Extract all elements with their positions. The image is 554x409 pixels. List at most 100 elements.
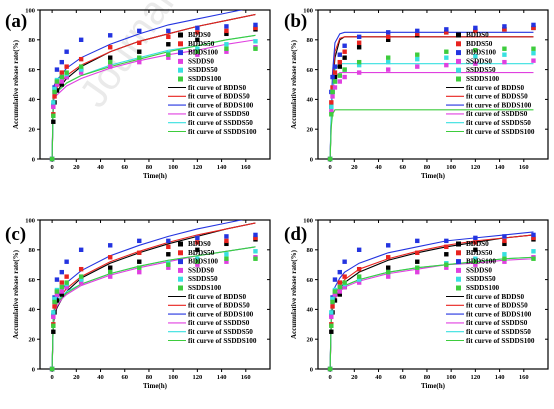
data-point-ssdds50 — [78, 67, 84, 72]
y-tick-label: 100 — [303, 7, 313, 14]
data-point-bdds50 — [332, 70, 338, 75]
legend-label: BDDS100 — [466, 49, 496, 57]
data-point-ssdds0 — [137, 59, 142, 65]
data-point-ssdds50 — [473, 53, 478, 59]
data-point-bdds0 — [337, 64, 342, 69]
data-point-ssdds100 — [59, 74, 64, 80]
data-point-bdds100 — [78, 247, 84, 252]
data-point-bdds0 — [108, 55, 113, 60]
data-point-bdds50 — [195, 240, 200, 245]
data-point-bdds100 — [342, 43, 347, 48]
data-point-bdds0 — [415, 259, 420, 264]
legend-label: fit curve of BDDS50 — [188, 302, 250, 310]
data-point-ssdds100 — [444, 262, 449, 267]
data-point-bdds100 — [473, 25, 478, 31]
x-tick-label: 40 — [97, 374, 104, 381]
data-point-bdds100 — [332, 64, 338, 69]
data-point-bdds0 — [195, 247, 200, 252]
data-point-bdds50 — [59, 70, 64, 75]
y-tick-label: 80 — [29, 37, 36, 44]
x-tick-label: 20 — [73, 164, 80, 171]
data-point-bdds100 — [332, 277, 338, 282]
x-tick-label: 140 — [217, 374, 227, 381]
legend-label: SSDDS50 — [188, 66, 218, 74]
data-point-ssdds0 — [415, 64, 420, 69]
x-tick-label: 60 — [399, 164, 406, 171]
legend-label: SSDDS50 — [466, 275, 496, 283]
chart-panel-3: (c)0 20 40 60 80 100 120 140 160020406080100Time… — [5, 217, 271, 390]
legend-label: fit curve of BDDS0 — [466, 293, 524, 301]
data-point-bdds50 — [253, 235, 258, 241]
data-point-bdds100 — [444, 238, 449, 244]
x-tick-label: 20 — [351, 374, 358, 381]
data-point-bdds50 — [386, 255, 391, 260]
data-point-bdds50 — [444, 244, 449, 250]
data-point-ssdds100 — [356, 59, 362, 65]
data-point-ssdds0 — [444, 265, 449, 270]
data-point-ssdds50 — [356, 277, 362, 282]
data-point-ssdds100 — [327, 156, 333, 162]
legend-label: SSDDS50 — [466, 66, 496, 74]
data-point-ssdds0 — [342, 74, 347, 80]
data-point-bdds100 — [415, 238, 420, 244]
data-point-bdds50 — [342, 274, 347, 279]
data-point-ssdds100 — [337, 73, 342, 78]
data-point-bdds0 — [108, 265, 113, 270]
data-point-ssdds100 — [166, 52, 171, 57]
data-point-bdds50 — [59, 280, 64, 285]
data-point-bdds0 — [337, 292, 342, 297]
data-point-bdds0 — [54, 298, 60, 303]
panel-label: (c) — [5, 224, 26, 245]
data-point-bdds100 — [64, 49, 69, 54]
x-tick-label: 100 — [168, 374, 178, 381]
legend-label: fit curve of BDDS100 — [466, 310, 532, 318]
data-point-bdds100 — [224, 234, 229, 239]
data-point-bdds0 — [195, 37, 200, 42]
panel-label: (b) — [284, 11, 307, 32]
data-point-ssdds0 — [224, 49, 229, 54]
data-point-bdds0 — [51, 329, 56, 334]
legend-label: fit curve of SSDDS100 — [466, 337, 535, 345]
data-point-bdds0 — [342, 55, 347, 60]
data-point-ssdds0 — [166, 55, 171, 60]
data-point-bdds0 — [386, 265, 391, 270]
data-point-bdds100 — [330, 74, 335, 80]
data-point-bdds0 — [137, 49, 142, 54]
data-point-ssdds100 — [64, 70, 69, 75]
data-point-bdds50 — [415, 250, 420, 255]
data-point-bdds100 — [166, 238, 171, 244]
data-point-ssdds100 — [327, 366, 333, 372]
x-tick-label: 20 — [73, 374, 80, 381]
data-point-ssdds100 — [195, 259, 200, 264]
legend-label: SSDDS50 — [188, 275, 218, 283]
data-point-bdds100 — [54, 67, 60, 72]
legend-marker — [456, 58, 461, 64]
x-tick-label: 0 — [50, 374, 53, 381]
plot-frame — [39, 9, 271, 160]
x-axis-label: Time(h) — [143, 382, 168, 390]
data-point-ssdds100 — [473, 259, 478, 264]
x-tick-label: 120 — [192, 164, 202, 171]
data-point-ssdds100 — [253, 256, 258, 261]
data-point-bdds100 — [386, 30, 391, 35]
data-point-ssdds100 — [108, 59, 113, 65]
data-point-ssdds100 — [54, 289, 60, 294]
legend-label: fit curve of SSDDS0 — [466, 319, 528, 327]
legend-marker — [456, 32, 461, 38]
data-point-bdds50 — [166, 244, 171, 250]
legend-label: BDDS100 — [188, 258, 218, 266]
legend-label: SSDDS100 — [188, 284, 222, 292]
data-point-ssdds0 — [386, 274, 391, 279]
legend-label: BDDS100 — [188, 49, 218, 57]
data-point-ssdds50 — [329, 310, 334, 315]
data-point-ssdds100 — [531, 46, 536, 51]
x-tick-label: 160 — [519, 164, 529, 171]
panel-label: (d) — [284, 224, 307, 245]
y-tick-label: 100 — [25, 217, 35, 224]
legend-label: BDDS50 — [188, 249, 215, 257]
data-point-bdds50 — [473, 28, 478, 34]
data-point-ssdds100 — [52, 299, 57, 305]
x-tick-label: 40 — [375, 164, 382, 171]
y-tick-label: 100 — [25, 7, 35, 14]
legend-label: fit curve of SSDDS0 — [188, 110, 250, 118]
